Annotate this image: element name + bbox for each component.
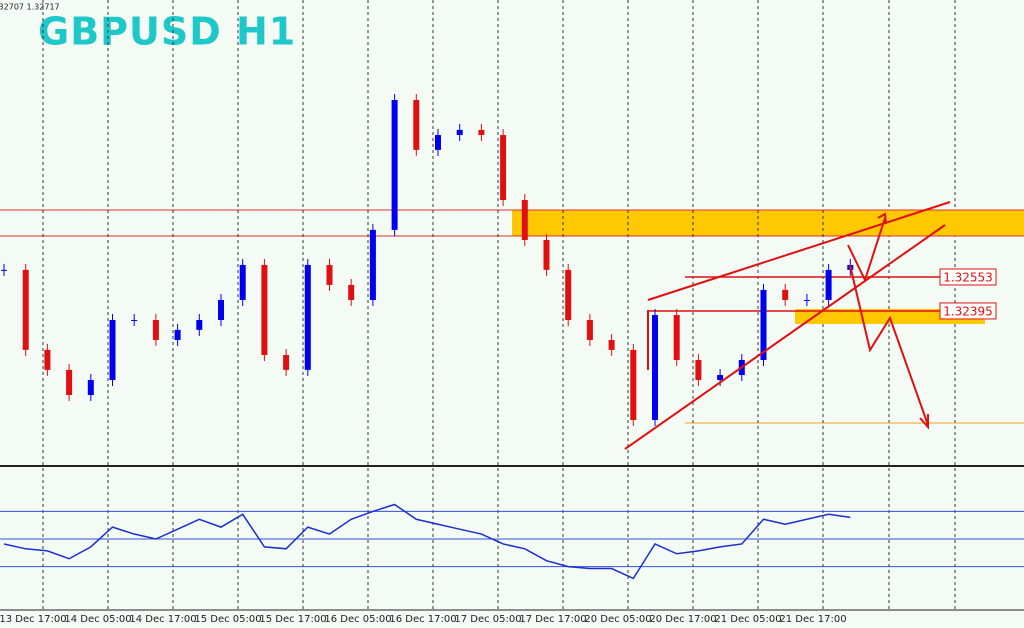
x-tick-label: 13 Dec 17:00 [0, 614, 67, 625]
candle [22, 269, 29, 350]
candle [87, 379, 94, 396]
candle [586, 319, 593, 340]
chart-title: GBPUSD H1 [38, 10, 296, 54]
candle [478, 129, 485, 136]
candle [44, 349, 51, 370]
x-tick-label: 20 Dec 17:00 [649, 614, 716, 625]
level-label-box [939, 268, 997, 286]
candle [825, 269, 832, 300]
level-label: 1.32395 [943, 304, 993, 318]
quote: .32707 1.32717 [0, 3, 60, 12]
resistance-zone [512, 210, 1024, 236]
x-tick-label: 21 Dec 17:00 [779, 614, 846, 625]
level-label: 1.32553 [943, 270, 993, 284]
candle [456, 129, 463, 136]
x-tick-label: 20 Dec 05:00 [584, 614, 651, 625]
candle [218, 299, 224, 320]
candle [782, 289, 789, 300]
candle [131, 319, 138, 321]
x-tick-label: 14 Dec 05:00 [64, 614, 131, 625]
rsi-line [3, 503, 851, 580]
candle [174, 329, 181, 340]
candle [608, 339, 615, 350]
candle [304, 264, 311, 370]
candle [326, 264, 333, 285]
candle [760, 289, 767, 360]
candle [435, 135, 441, 150]
candle [717, 375, 724, 380]
candle [673, 315, 680, 360]
candle [521, 199, 528, 240]
candle [369, 229, 376, 300]
candle [196, 319, 203, 330]
candle [543, 239, 550, 270]
candle [413, 99, 420, 150]
candle [565, 269, 572, 320]
candle [109, 319, 116, 380]
candle [239, 264, 246, 300]
candle [1, 269, 7, 271]
candle [630, 349, 637, 420]
candle [261, 264, 268, 356]
level-label-box [939, 302, 997, 320]
x-tick-label: 16 Dec 05:00 [324, 614, 391, 625]
candle [283, 355, 290, 370]
candle [803, 299, 810, 301]
x-tick-label: 17 Dec 05:00 [454, 614, 521, 625]
x-tick-label: 15 Dec 17:00 [259, 614, 326, 625]
wedge-annotation [624, 201, 951, 450]
candle [348, 284, 355, 300]
candle [391, 99, 398, 230]
candle [652, 315, 658, 420]
x-tick-label: 21 Dec 05:00 [714, 614, 781, 625]
candle [695, 359, 702, 380]
candle [500, 135, 507, 200]
x-tick-label: 16 Dec 17:00 [389, 614, 456, 625]
candle [66, 369, 73, 396]
candle [152, 319, 159, 340]
x-tick-label: 14 Dec 17:00 [129, 614, 196, 625]
x-tick-label: 17 Dec 17:00 [519, 614, 586, 625]
x-tick-label: 15 Dec 05:00 [194, 614, 261, 625]
